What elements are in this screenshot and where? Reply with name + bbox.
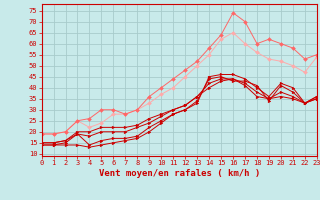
X-axis label: Vent moyen/en rafales ( km/h ): Vent moyen/en rafales ( km/h ) (99, 169, 260, 178)
